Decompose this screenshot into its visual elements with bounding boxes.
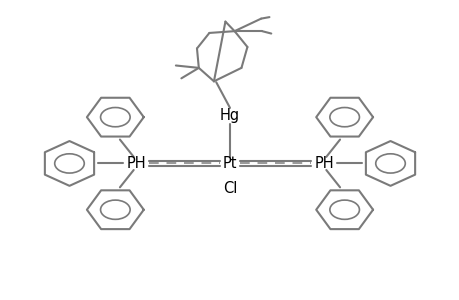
Text: Cl: Cl <box>222 181 237 196</box>
Text: Pt: Pt <box>222 156 237 171</box>
Text: PH: PH <box>313 156 333 171</box>
Text: Hg: Hg <box>219 108 240 123</box>
Text: PH: PH <box>126 156 146 171</box>
